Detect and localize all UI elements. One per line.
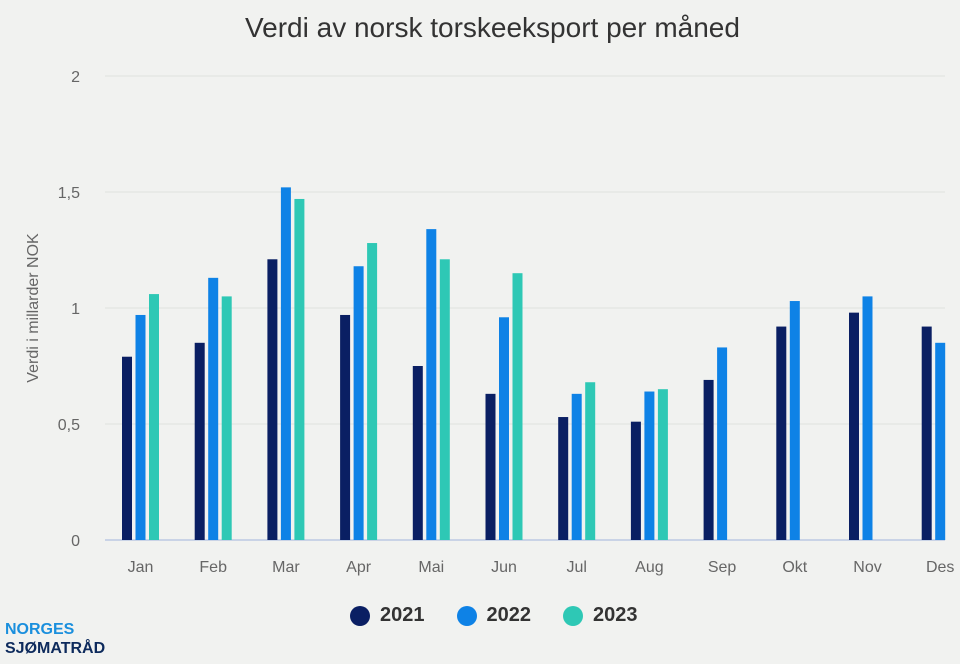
bar-2023-Mai[interactable] — [439, 259, 450, 540]
bar-2021-Aug[interactable] — [630, 421, 641, 540]
logo-line-1: NORGES — [5, 621, 75, 638]
x-tick-label: Mar — [272, 559, 300, 576]
chart-title: Verdi av norsk torskeeksport per måned — [245, 12, 740, 43]
bar-2021-Mai[interactable] — [412, 366, 423, 540]
bar-2021-Des[interactable] — [921, 326, 932, 540]
x-tick-label: Apr — [346, 559, 372, 576]
x-tick-label: Jul — [566, 559, 586, 576]
bar-2022-Jun[interactable] — [499, 317, 509, 540]
legend-label: 2023 — [593, 604, 638, 626]
bar-2022-Sep[interactable] — [717, 347, 728, 540]
bar-2022-Mar[interactable] — [280, 187, 291, 541]
bar-2023-Mar[interactable] — [294, 198, 305, 540]
bar-2022-Jan[interactable] — [135, 314, 146, 540]
bar-2022-Okt[interactable] — [789, 301, 800, 540]
x-tick-label: Sep — [708, 559, 737, 576]
bar-2021-Apr[interactable] — [340, 314, 351, 540]
legend-marker-icon — [350, 605, 370, 626]
x-tick-label: Okt — [782, 559, 807, 576]
legend-marker-icon — [456, 605, 477, 626]
legend-label: 2022 — [486, 604, 532, 626]
bar-2022-Nov[interactable] — [862, 296, 873, 540]
y-tick-label: 2 — [71, 69, 80, 86]
bar-2021-Okt[interactable] — [776, 326, 787, 540]
y-tick-label: 0,5 — [58, 417, 80, 434]
logo-line-2: SJØMATRÅD — [5, 640, 106, 657]
y-tick-label: 1,5 — [58, 185, 80, 202]
x-tick-label: Jun — [491, 559, 517, 576]
bar-2023-Apr[interactable] — [367, 243, 378, 541]
legend-marker-icon — [563, 605, 583, 626]
bar-2021-Mar[interactable] — [267, 259, 278, 540]
logo: NORGES SJØMATRÅD — [5, 620, 105, 658]
y-tick-label: 1 — [71, 301, 80, 318]
x-tick-label: Feb — [199, 559, 227, 576]
bar-2023-Jan[interactable] — [149, 294, 159, 540]
x-tick-label: Jan — [128, 559, 154, 576]
x-tick-label: Des — [926, 559, 954, 576]
bar-2021-Feb[interactable] — [194, 342, 205, 540]
bar-2021-Jul[interactable] — [558, 417, 569, 540]
legend-item-2022[interactable]: 2022 — [456, 604, 532, 627]
legend: 2021 2022 2023 — [350, 604, 638, 627]
bar-2021-Nov[interactable] — [849, 312, 859, 540]
bar-chart: 0 0,5 1 1,5 2 Verdi i millarder NOK Jan Feb Mar A… — [25, 69, 954, 576]
bar-2022-Mai[interactable] — [426, 229, 437, 540]
x-tick-label: Nov — [853, 559, 881, 576]
bar-2023-Feb[interactable] — [221, 296, 232, 540]
bar-2022-Aug[interactable] — [644, 391, 655, 540]
bar-2023-Jul[interactable] — [585, 382, 596, 540]
legend-label: 2021 — [380, 604, 425, 626]
bar-2023-Aug[interactable] — [657, 389, 668, 540]
bar-2022-Jul[interactable] — [571, 393, 582, 540]
bar-2021-Sep[interactable] — [703, 379, 714, 540]
x-tick-label: Mai — [418, 559, 444, 576]
x-tick-label: Aug — [635, 559, 663, 576]
bar-2022-Feb[interactable] — [208, 277, 219, 540]
legend-item-2021[interactable]: 2021 — [350, 604, 425, 627]
bar-2022-Apr[interactable] — [353, 266, 364, 540]
bar-2023-Jun[interactable] — [512, 273, 523, 540]
legend-item-2023[interactable]: 2023 — [563, 604, 638, 627]
bar-2022-Des[interactable] — [935, 342, 946, 540]
y-tick-label: 0 — [71, 533, 80, 550]
bar-2021-Jun[interactable] — [485, 393, 496, 540]
y-axis-label: Verdi i millarder NOK — [25, 233, 42, 383]
bar-2021-Jan[interactable] — [122, 356, 132, 540]
